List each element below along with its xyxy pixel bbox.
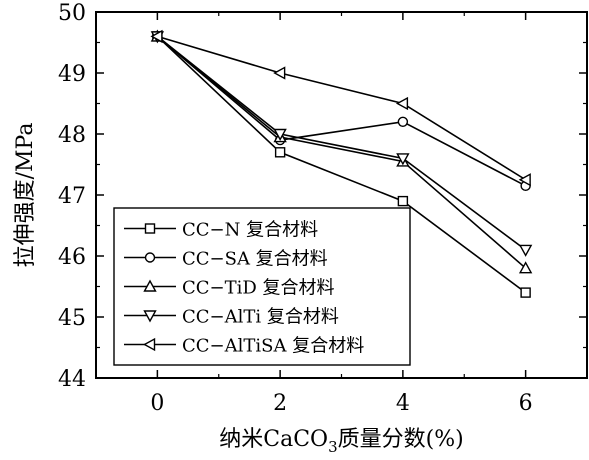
series-lines [150,29,533,298]
data-point-triangle-down [273,128,287,141]
data-point-square [144,223,156,234]
data-point-triangle-down [396,153,410,166]
series-line [157,35,527,181]
data-point-triangle-up [518,261,533,274]
x-axis-title-main: 纳米CaCO [219,427,328,452]
y-tick-label: 45 [58,306,86,331]
series-line [156,35,527,251]
data-point-triangle-left [150,29,163,44]
series-line [156,35,527,294]
data-point-triangle-down [143,310,157,323]
data-point-circle [397,116,409,128]
legend: CC−N 复合材料 CC−SA 复合材料 CC−TiD 复合材料 CC−AlTi 复合… [113,207,411,366]
data-point-square [520,287,531,298]
data-point-triangle-up [143,279,157,292]
y-tick-label: 50 [58,1,86,26]
series-line [156,35,527,269]
y-tick-label: 47 [58,184,86,209]
legend-entry-label: CC−AlTi 复合材料 [182,307,339,328]
data-point-triangle-left [518,173,531,187]
data-point-circle [144,252,156,263]
x-tick-label: 2 [273,391,287,416]
x-tick-label: 6 [519,391,533,416]
y-tick-label: 49 [58,62,86,87]
series-2 [152,31,531,192]
series-5 [150,29,531,187]
x-axis-title: 纳米CaCO3质量分数(%) [219,427,463,456]
data-point-triangle-left [273,66,286,80]
legend-entry-label: CC−TiD 复合材料 [182,278,335,299]
data-point-triangle-left [395,96,409,111]
series-line [156,35,526,187]
y-tick-label: 48 [58,123,86,148]
y-tick-label: 46 [58,245,86,270]
legend-entry-label: CC−AlTiSA 复合材料 [182,336,364,357]
y-tick-label: 44 [58,367,86,392]
data-point-square [274,147,286,158]
x-tick-label: 4 [396,391,410,416]
legend-entry-label: CC−N 复合材料 [182,220,318,241]
x-axis-title-suffix: 质量分数(%) [338,427,464,452]
data-point-square [397,195,409,207]
y-axis-title: 拉伸强度/MPa [13,123,38,268]
data-point-triangle-down [518,244,533,257]
x-tick-label: 0 [150,391,164,416]
legend-entry-label: CC−SA 复合材料 [182,249,328,270]
data-point-triangle-left [143,337,156,352]
x-axis-title-subscript: 3 [328,438,338,456]
